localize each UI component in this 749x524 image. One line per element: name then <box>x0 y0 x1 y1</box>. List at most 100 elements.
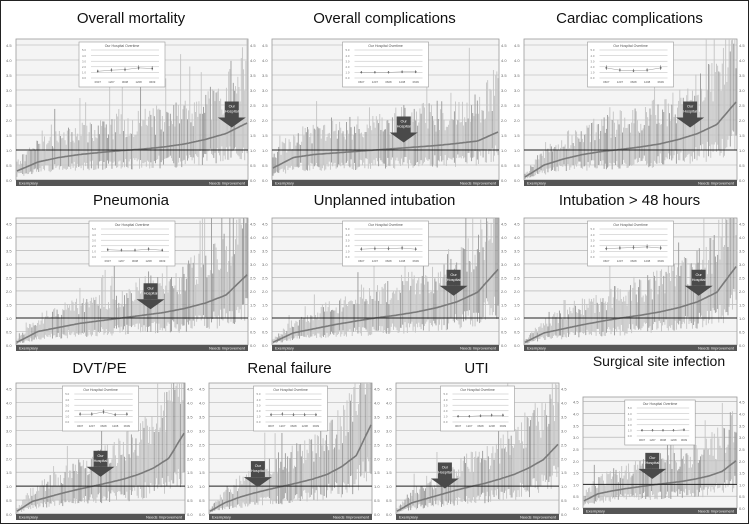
marker-label: Hospital <box>397 125 411 129</box>
y-tick-label: 4.5 <box>199 387 205 392</box>
inset-line <box>458 415 503 417</box>
inset-y-tick: 3.0 <box>92 238 96 242</box>
caterpillar-plot: 0.0 0.0 0.5 0.5 1.0 1.0 1.5 1.5 2.0 2.0 2.5 2.5 3.0 3… <box>573 396 745 514</box>
inset-line <box>97 67 153 72</box>
panel-renal-failure: Renal failure 0.0 0.0 0.5 0.5 1.0 1.0 1.5 1.5 2.0… <box>197 357 382 523</box>
inset-box <box>624 399 696 446</box>
needs-improvement-label: Needs Improvement <box>209 181 246 186</box>
marker-label: Our <box>442 465 449 469</box>
marker-box <box>224 101 239 118</box>
y-tick-label: 4.0 <box>6 401 12 406</box>
bottom-bar <box>16 514 185 520</box>
y-tick-label-right: 0.5 <box>187 498 193 503</box>
y-tick-label: 2.0 <box>262 289 268 294</box>
inset-line <box>107 248 163 251</box>
inset-title: Our Hospital Overtime <box>115 223 150 227</box>
inset-point <box>360 71 363 74</box>
inset-y-tick: 1.0 <box>257 415 261 419</box>
inset-y-tick: 2.0 <box>82 65 86 69</box>
y-tick-label: 2.5 <box>199 442 205 447</box>
y-tick-label: 1.5 <box>514 133 520 138</box>
y-tick-label: 0.0 <box>386 512 392 517</box>
inset-x-tick: 0608 <box>660 438 667 442</box>
inset-x-tick: 0609 <box>124 424 131 428</box>
y-tick-label-right: 2.0 <box>739 289 745 294</box>
inset-y-tick: 3.0 <box>591 238 595 242</box>
inset-x-tick: 0608 <box>385 259 392 263</box>
inset-title: Our Hospital Overtime <box>613 44 648 48</box>
inset-box <box>440 385 515 432</box>
y-tick-label-right: 4.0 <box>250 58 256 63</box>
y-tick-label: 4.5 <box>6 43 12 48</box>
inset-title: Our Hospital Overtime <box>460 388 495 392</box>
needs-improvement-label: Needs Improvement <box>460 181 497 186</box>
exemplary-label: Exemplary <box>19 346 38 351</box>
inset-line <box>642 429 684 431</box>
bottom-bar <box>524 180 737 186</box>
y-tick-label-right: 1.0 <box>561 484 567 489</box>
inset-y-tick: 3.0 <box>444 403 448 407</box>
y-tick-label-right: 0.0 <box>739 178 745 183</box>
inset-line <box>271 413 316 415</box>
inset-chart: Our Hospital Overtime 0.01.0 2.0 3.04.0 5.0 0… <box>88 220 176 267</box>
y-tick-label-right: 0.0 <box>250 178 256 183</box>
inset-y-tick: 1.0 <box>346 250 350 254</box>
y-tick-label-right: 0.0 <box>501 343 507 348</box>
y-tick-label-right: 4.0 <box>250 235 256 240</box>
y-tick-label-right: 2.5 <box>501 275 507 280</box>
inset-y-tick: 2.0 <box>92 244 96 248</box>
caterpillar-plot: 0.0 0.0 0.5 0.5 1.0 1.0 1.5 1.5 2.0 2.0 2.5 2.5 3.0 3… <box>6 217 256 351</box>
y-tick-label: 1.0 <box>514 316 520 321</box>
marker-label: Our <box>450 273 457 277</box>
y-tick-label: 3.0 <box>6 88 12 93</box>
y-tick-label-right: 0.5 <box>739 494 745 499</box>
y-tick-label-right: 2.0 <box>739 459 745 464</box>
y-tick-label-right: 3.5 <box>250 248 256 253</box>
inset-box <box>342 220 429 267</box>
inset-y-tick: 4.0 <box>628 412 632 416</box>
inset-y-tick: 0.0 <box>444 420 448 424</box>
y-tick-label-right: 3.5 <box>250 73 256 78</box>
panel-title: Overall complications <box>313 10 456 27</box>
y-tick-label-right: 1.5 <box>374 470 380 475</box>
inset-y-tick: 0.0 <box>65 420 69 424</box>
y-tick-label: 0.0 <box>573 506 579 511</box>
y-tick-label-right: 2.0 <box>374 456 380 461</box>
inset-box <box>342 41 429 88</box>
y-tick-label-right: 1.5 <box>187 470 193 475</box>
y-tick-label-right: 2.0 <box>501 289 507 294</box>
marker-box <box>683 101 698 118</box>
y-tick-label: 4.5 <box>6 387 12 392</box>
y-tick-label-right: 4.0 <box>739 235 745 240</box>
y-tick-label: 3.5 <box>199 414 205 419</box>
y-tick-label-right: 3.0 <box>561 428 567 433</box>
y-tick-label: 1.5 <box>6 470 12 475</box>
inset-y-tick: 3.0 <box>628 417 632 421</box>
y-tick-label: 0.5 <box>6 163 12 168</box>
y-tick-label: 2.0 <box>262 118 268 123</box>
y-tick-label: 0.5 <box>6 498 12 503</box>
inset-line <box>80 411 127 415</box>
marker-label: Our <box>687 105 694 109</box>
inset-x-tick: 0608 <box>290 424 297 428</box>
y-tick-label-right: 1.0 <box>250 148 256 153</box>
inset-x-tick: 0608 <box>385 80 392 84</box>
y-tick-label: 1.0 <box>199 484 205 489</box>
y-tick-label: 3.5 <box>386 414 392 419</box>
inset-y-tick: 0.0 <box>257 420 261 424</box>
arrow-down-icon <box>217 117 246 128</box>
y-tick-label-right: 2.5 <box>561 442 567 447</box>
inset-x-tick: 1207 <box>466 424 473 428</box>
y-tick-label: 0.5 <box>262 329 268 334</box>
inset-x-tick: 0607 <box>603 259 610 263</box>
y-tick-label-right: 4.5 <box>250 221 256 226</box>
y-tick-label: 1.5 <box>573 471 579 476</box>
y-tick-label-right: 1.5 <box>250 133 256 138</box>
y-tick-label: 2.5 <box>262 275 268 280</box>
